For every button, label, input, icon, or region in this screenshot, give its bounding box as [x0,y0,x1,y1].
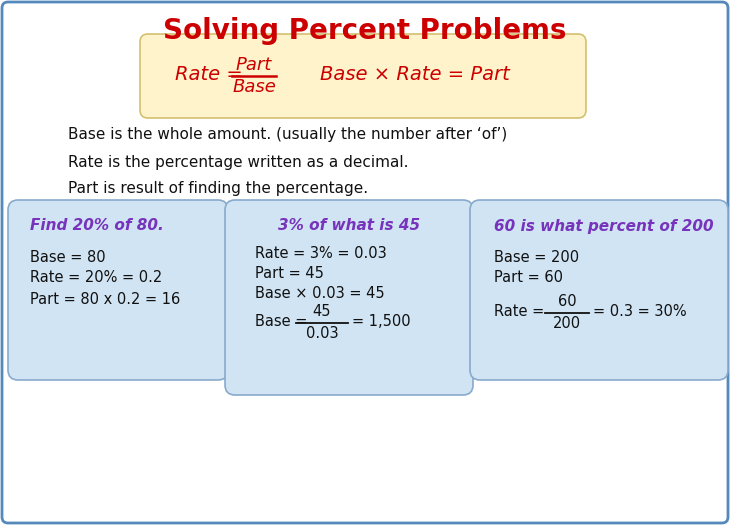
Text: Find 20% of 80.: Find 20% of 80. [30,218,164,234]
Text: Part is result of finding the percentage.: Part is result of finding the percentage… [68,181,368,195]
Text: Base × Rate = Part: Base × Rate = Part [320,66,510,85]
Text: Rate = 20% = 0.2: Rate = 20% = 0.2 [30,270,162,286]
Text: Rate is the percentage written as a decimal.: Rate is the percentage written as a deci… [68,154,409,170]
Text: Base = 80: Base = 80 [30,249,106,265]
Text: 3% of what is 45: 3% of what is 45 [278,218,420,234]
Text: Part = 60: Part = 60 [494,269,563,285]
Text: Rate =: Rate = [494,304,549,320]
Text: 60: 60 [558,295,576,310]
Text: Rate = 3% = 0.03: Rate = 3% = 0.03 [255,247,387,261]
Text: = 0.3 = 30%: = 0.3 = 30% [593,304,687,320]
FancyBboxPatch shape [140,34,586,118]
FancyBboxPatch shape [8,200,228,380]
Text: = 1,500: = 1,500 [352,314,410,330]
Text: Rate =: Rate = [175,66,249,85]
Text: Part: Part [236,56,272,74]
FancyBboxPatch shape [470,200,728,380]
Text: 0.03: 0.03 [306,327,338,341]
Text: Part = 45: Part = 45 [255,267,324,281]
Text: 45: 45 [312,304,331,320]
Text: Base: Base [232,78,276,96]
Text: Solving Percent Problems: Solving Percent Problems [164,17,566,45]
Text: 60 is what percent of 200: 60 is what percent of 200 [494,218,714,234]
Text: 200: 200 [553,317,581,331]
Text: Base =: Base = [255,314,312,330]
FancyBboxPatch shape [225,200,473,395]
Text: Base is the whole amount. (usually the number after ‘of’): Base is the whole amount. (usually the n… [68,128,507,142]
Text: Part = 80 x 0.2 = 16: Part = 80 x 0.2 = 16 [30,291,180,307]
Text: Base × 0.03 = 45: Base × 0.03 = 45 [255,287,385,301]
Text: Base = 200: Base = 200 [494,249,579,265]
